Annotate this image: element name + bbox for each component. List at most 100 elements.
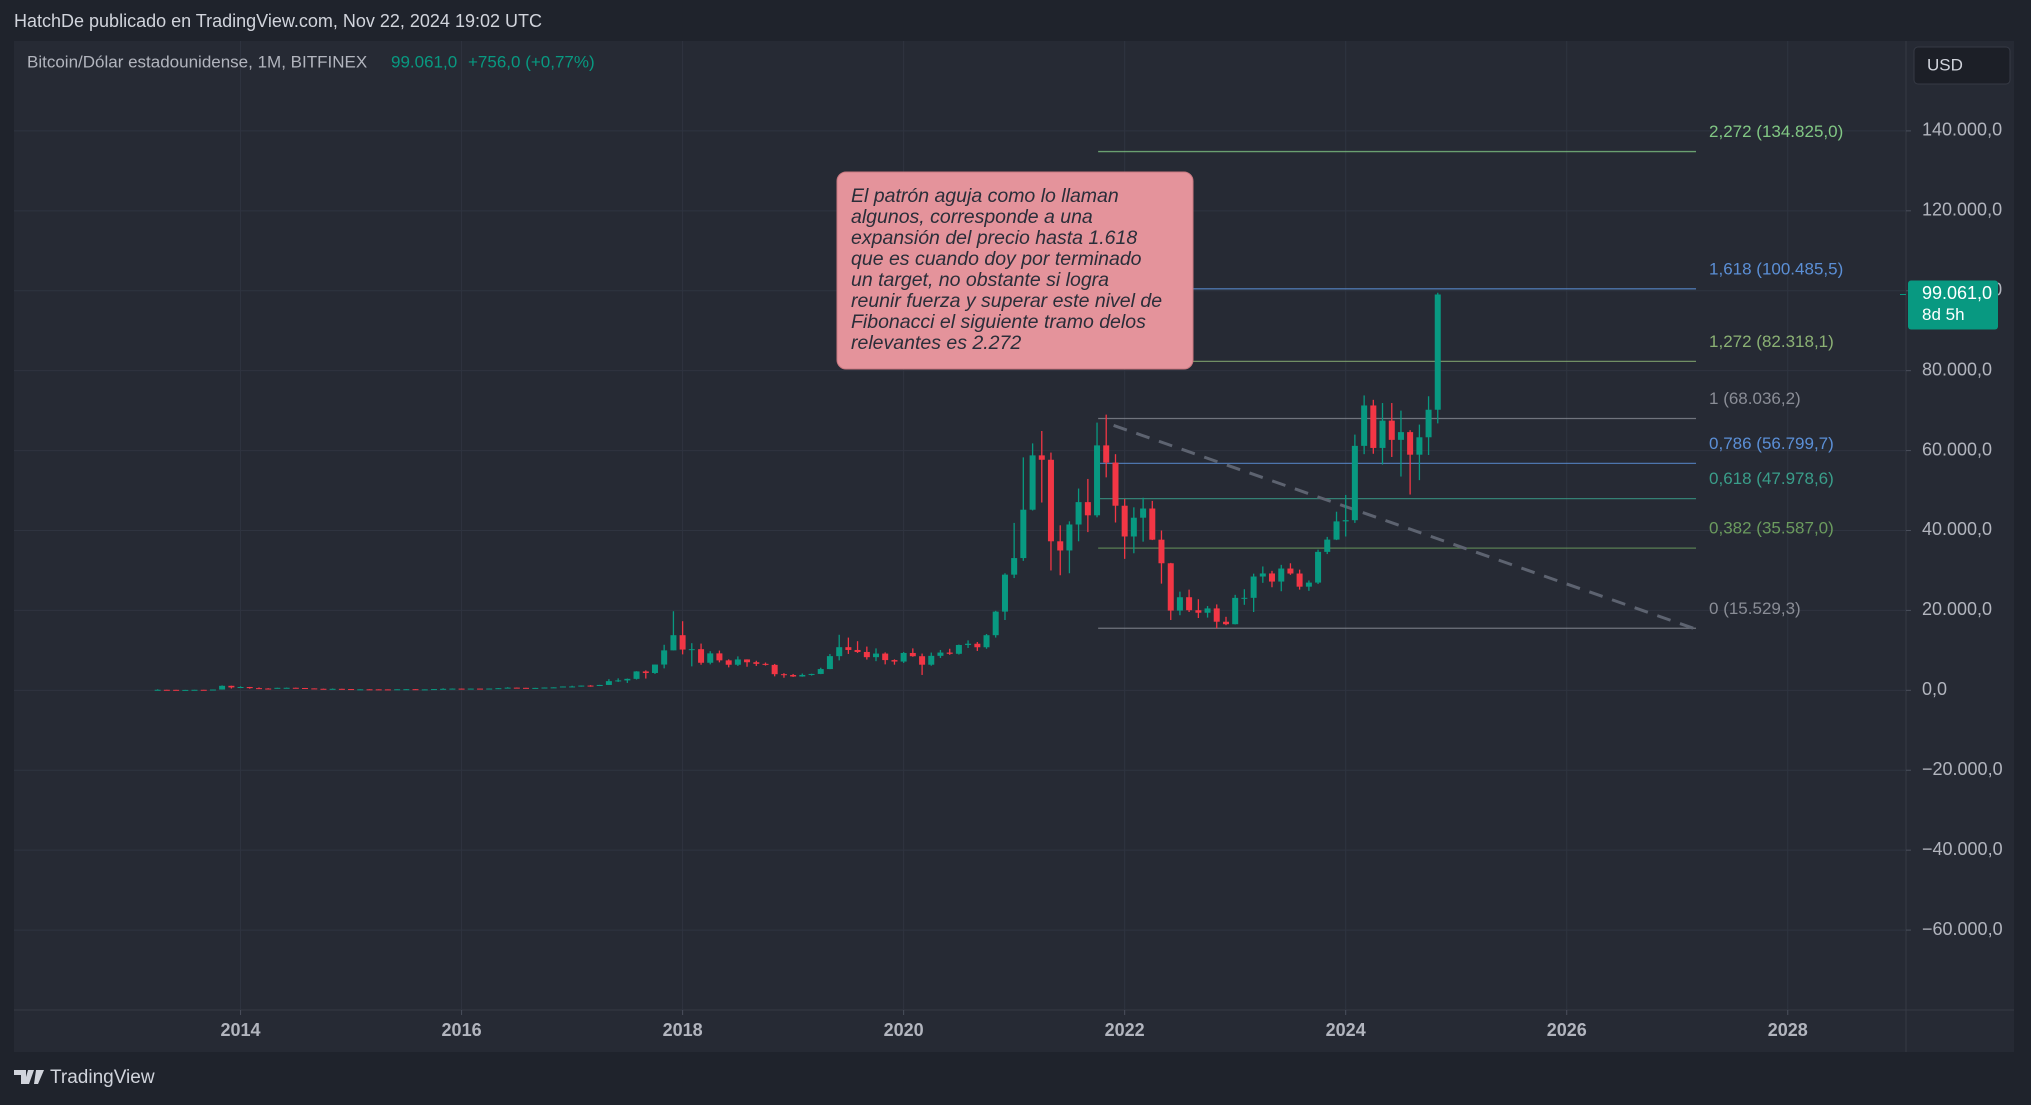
fib-level-label: 0,382 (35.587,0) [1709,519,1834,538]
candle-body [366,689,373,691]
candle-body [1361,405,1368,446]
x-tick-label: 2026 [1547,1020,1587,1040]
candle-body [615,680,622,682]
candle-body [808,673,815,675]
candle-body [1149,508,1156,540]
candle-body [863,651,870,658]
candle-body [283,687,290,689]
candle-body [449,688,456,690]
candle-body [246,687,253,689]
y-tick-label: 80.000,0 [1922,359,1992,379]
candle-body [1379,420,1386,448]
candle-body [1342,520,1349,522]
candle-body [163,689,170,691]
candle-body [541,687,548,689]
candle-body [173,689,180,691]
candle-body [513,687,520,689]
candle-body [762,663,769,665]
candle-body [523,687,530,689]
candle-body [1287,568,1294,574]
candle-body [854,649,861,652]
candle-body [974,643,981,648]
candle-body [292,687,299,689]
candle-body [1029,455,1036,510]
x-tick-label: 2014 [221,1020,261,1040]
candle-body [734,659,741,665]
candle-body [532,687,539,689]
symbol-price: 99.061,0 [391,52,457,71]
candle-body [1121,505,1128,537]
candle-body [1333,521,1340,540]
candle-body [826,656,833,670]
annotation-line: algunos, corresponde a una [851,206,1093,228]
candle-body [1176,597,1183,611]
fib-level-label: 0,786 (56.799,7) [1709,434,1834,453]
fib-level-label: 0 (15.529,3) [1709,599,1801,618]
candle-body [909,652,916,657]
currency-button[interactable] [1913,46,2011,85]
countdown-label: 8d 5h [1922,305,1965,324]
candle-body [679,635,686,650]
candle-body [375,689,382,691]
y-tick-label: 120.000,0 [1922,200,2002,220]
candle-body [1232,597,1239,625]
candle-body [1204,608,1211,613]
candle-body [578,685,585,687]
candle-body [1047,459,1054,542]
candle-body [1103,445,1110,463]
candle-body [900,652,907,662]
candle-body [605,681,612,685]
trend-line [1113,423,1695,630]
candle-body [329,688,336,690]
candle-body [1241,597,1248,599]
candle-body [698,649,705,663]
candle-body [882,653,889,661]
candle-body [983,635,990,648]
footer-brand: TradingView [50,1067,155,1088]
candle-body [200,689,207,691]
candle-body [753,662,760,664]
candle-body [182,689,189,691]
candle-body [707,653,714,663]
y-tick-label: −40.000,0 [1922,839,2003,859]
candle-body [569,686,576,688]
candle-body [1315,551,1322,583]
candle-body [928,655,935,665]
candle-body [587,685,594,687]
x-tick-label: 2016 [442,1020,482,1040]
candle-body [412,689,419,691]
candle-body [1370,405,1377,448]
candle-body [1011,558,1018,575]
annotation-line: expansión del precio hasta 1.618 [851,227,1137,249]
candle-body [1416,437,1423,455]
candle-body [320,688,327,690]
currency-label[interactable]: USD [1927,55,1963,74]
candle-body [191,689,198,691]
candle-body [946,652,953,654]
annotation-line: Fibonacci el siguiente tramo delos [851,311,1146,333]
candle-body [1038,455,1045,460]
candle-body [1250,576,1257,598]
candle-body [154,689,161,691]
x-tick-label: 2024 [1326,1020,1366,1040]
candle-body [550,687,557,689]
plot: 2,272 (134.825,0) 1,618 (100.485,5) 1,272 … [154,122,1843,691]
candle-body [1066,524,1073,551]
candle-body [1112,462,1119,506]
candle-body [228,685,235,688]
symbol-name: Bitcoin/Dólar estadounidense, 1M, BITFIN… [27,52,367,71]
candle-body [836,647,843,657]
candle-body [1425,409,1432,438]
fib-level-label: 1 (68.036,2) [1709,389,1801,408]
candle-body [338,688,345,690]
candle-body [559,686,566,688]
candle-body [403,689,410,691]
candle-body [394,689,401,691]
fib-level-label: 2,272 (134.825,0) [1709,122,1843,141]
candle-body [817,669,824,674]
candle-body [1020,509,1027,559]
candle-body [651,664,658,673]
candle-body [1186,597,1193,611]
